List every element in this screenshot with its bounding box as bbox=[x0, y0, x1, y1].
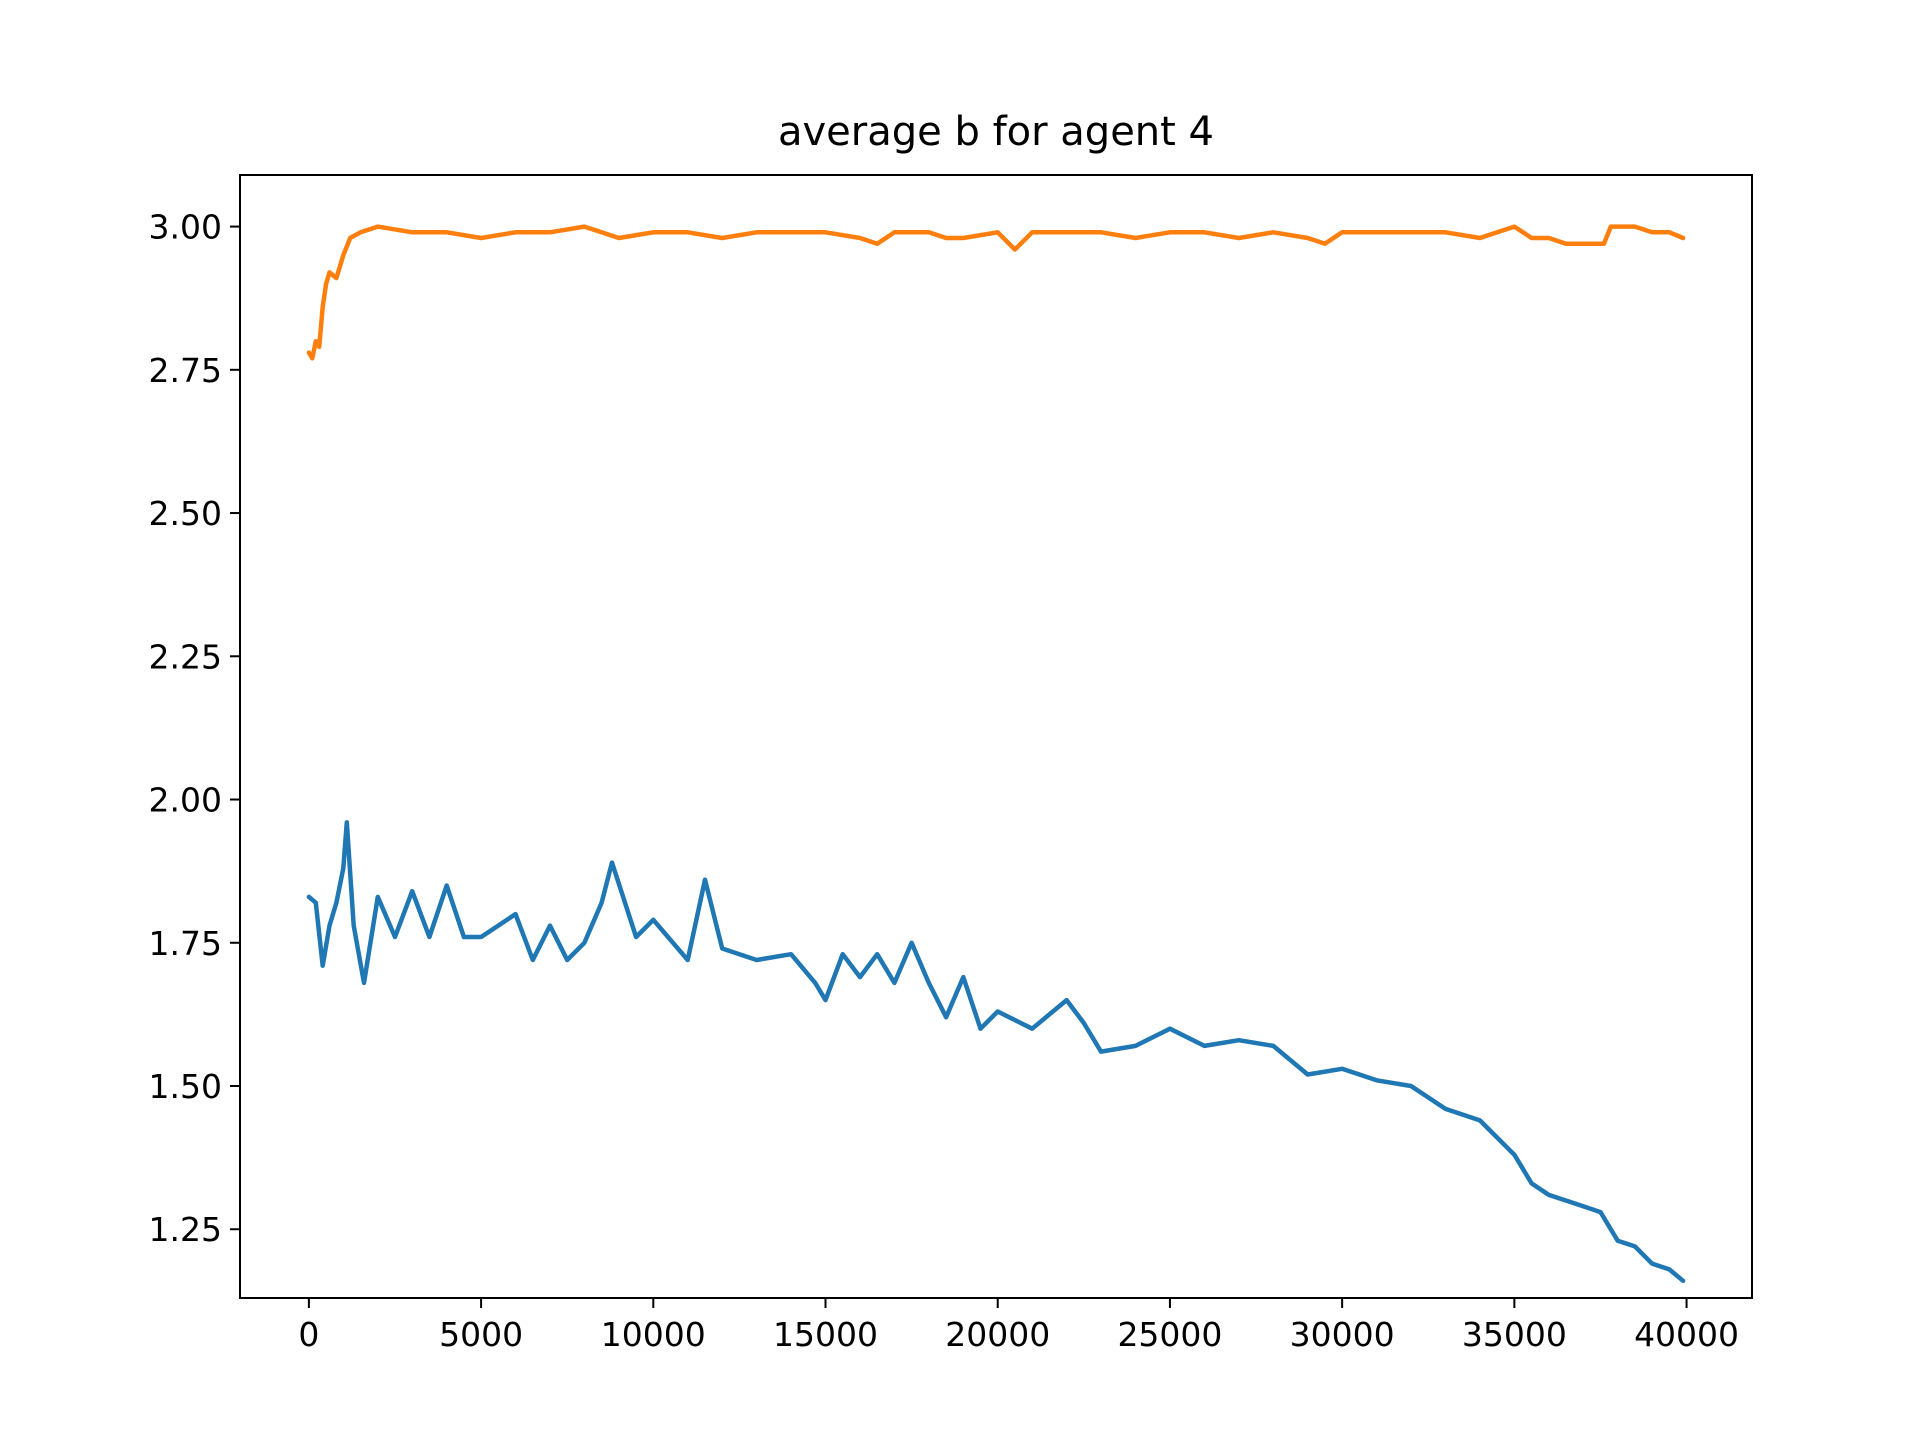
x-tick-label: 40000 bbox=[1634, 1315, 1739, 1354]
x-axis: 0 5000 10000 15000 20000 25000 30000 35000 40000 bbox=[298, 1298, 1739, 1354]
y-tick-label: 2.75 bbox=[149, 351, 222, 390]
plot-frame bbox=[239, 174, 1753, 1299]
x-tick-label: 20000 bbox=[945, 1315, 1050, 1354]
y-tick-label: 1.50 bbox=[149, 1067, 222, 1106]
x-tick-label: 10000 bbox=[601, 1315, 706, 1354]
plot-area bbox=[239, 174, 1753, 1299]
x-tick-label: 25000 bbox=[1117, 1315, 1222, 1354]
y-tick-label: 3.00 bbox=[149, 208, 222, 247]
series-line-2 bbox=[306, 224, 1686, 361]
y-tick-label: 1.25 bbox=[149, 1210, 222, 1249]
x-tick-label: 15000 bbox=[773, 1315, 878, 1354]
chart-title: average b for agent 4 bbox=[778, 109, 1214, 155]
y-tick-label: 2.50 bbox=[149, 494, 222, 533]
x-tick-label: 30000 bbox=[1290, 1315, 1395, 1354]
x-tick-label: 35000 bbox=[1462, 1315, 1567, 1354]
y-tick-label: 2.25 bbox=[149, 637, 222, 676]
y-tick-label: 2.00 bbox=[149, 781, 222, 820]
y-tick-label: 1.75 bbox=[149, 924, 222, 963]
x-tick-label: 5000 bbox=[439, 1315, 523, 1354]
series-layer bbox=[306, 224, 1686, 1284]
series-line-1 bbox=[306, 820, 1686, 1284]
y-axis: 1.25 1.50 1.75 2.00 2.25 2.50 2.75 3.00 bbox=[149, 208, 240, 1249]
x-tick-label: 0 bbox=[298, 1315, 319, 1354]
